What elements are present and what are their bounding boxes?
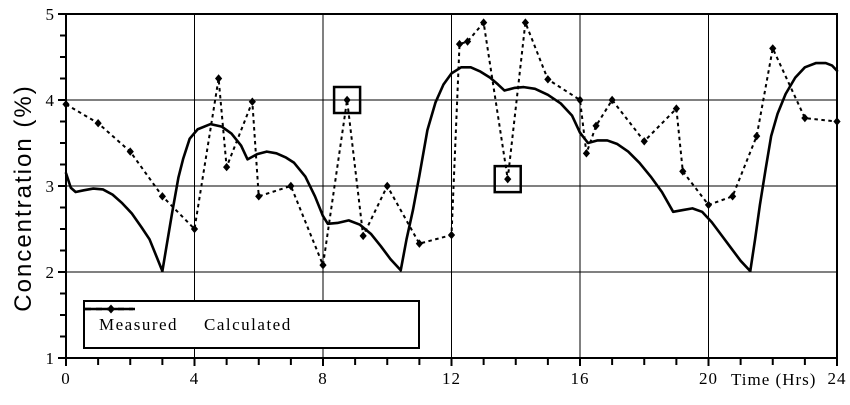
diamond-marker-icon: [769, 44, 777, 53]
diamond-marker-icon: [158, 192, 166, 201]
diamond-marker-icon: [62, 100, 70, 109]
x-axis-title: Time (Hrs): [731, 370, 817, 389]
diamond-marker-icon: [679, 167, 687, 176]
diamond-marker-icon: [582, 149, 591, 158]
diamond-marker-icon: [521, 18, 529, 27]
legend-item-calculated: Calculated: [85, 307, 292, 335]
diamond-marker-icon: [383, 181, 391, 191]
y-tick-label: 1: [46, 349, 55, 368]
y-tick-label: 5: [46, 5, 55, 24]
diamond-marker-icon: [248, 97, 256, 106]
calculated-line-sample-icon: [85, 307, 133, 311]
highlight-boxes: [332, 85, 522, 194]
calculated-series-line: [64, 61, 839, 273]
diamond-marker-icon: [801, 113, 809, 123]
diamond-marker-icon: [592, 121, 600, 130]
diamond-marker-icon: [223, 162, 231, 172]
legend-label-measured: Measured: [99, 314, 179, 334]
diamond-marker-icon: [704, 200, 713, 210]
y-tick-label: 2: [46, 263, 55, 282]
diamond-marker-icon: [480, 18, 488, 27]
diamond-marker-icon: [126, 147, 134, 156]
y-axis-title: Concentration (%): [10, 84, 37, 312]
x-tick-label: 24: [828, 369, 847, 388]
x-tick-label: 20: [699, 369, 718, 388]
diamond-marker-icon: [343, 95, 351, 105]
diamond-marker-icon: [455, 39, 464, 49]
y-tick-label: 4: [46, 91, 55, 110]
diamond-marker-icon: [753, 131, 761, 141]
diamond-marker-icon: [672, 104, 680, 113]
diamond-marker-icon: [576, 95, 584, 105]
diamond-marker-icon: [214, 74, 223, 83]
x-tick-label: 8: [318, 369, 328, 388]
diamond-marker-icon: [504, 174, 512, 184]
x-tick-label: 0: [61, 369, 71, 388]
diamond-marker-icon: [728, 192, 737, 201]
diamond-marker-icon: [255, 192, 263, 201]
diamond-marker-icon: [608, 95, 616, 105]
diamond-marker-icon: [94, 119, 102, 128]
gridlines: [66, 14, 837, 358]
diamond-marker-icon: [447, 230, 456, 240]
legend-item-measured: Measured: [85, 304, 179, 335]
highlighted-point-box: [332, 85, 362, 115]
x-tick-label: 12: [442, 369, 461, 388]
measured-markers: [62, 18, 841, 270]
diamond-marker-icon: [190, 224, 199, 234]
highlighted-point-box: [493, 164, 522, 194]
legend: Measured Calculated: [83, 300, 420, 349]
y-tick-label: 3: [46, 177, 55, 196]
axis-ticks: [58, 13, 838, 366]
x-tick-labels: 0 4 8 12 16 20 24: [61, 369, 847, 388]
measured-series-line: [65, 20, 838, 269]
x-tick-label: 4: [190, 369, 200, 388]
legend-label-calculated: Calculated: [204, 314, 292, 334]
diamond-marker-icon: [359, 231, 367, 241]
diamond-marker-icon: [544, 75, 552, 84]
diamond-marker-icon: [415, 239, 423, 248]
y-tick-labels: 1 2 3 4 5: [46, 5, 55, 368]
diamond-marker-icon: [287, 181, 295, 191]
diamond-marker-icon: [640, 137, 648, 146]
x-tick-label: 16: [571, 369, 590, 388]
diamond-marker-icon: [833, 117, 841, 126]
diamond-marker-icon: [319, 260, 327, 270]
diamond-marker-icon: [463, 37, 472, 46]
